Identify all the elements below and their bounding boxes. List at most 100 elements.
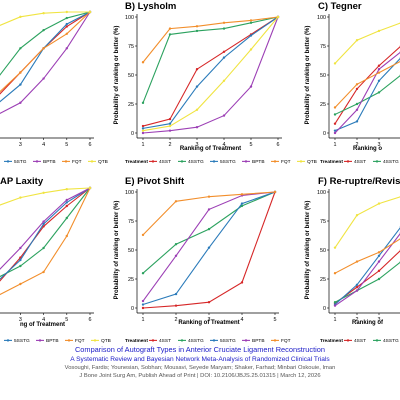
data-point-QTB <box>377 202 381 205</box>
data-point-4SSTG <box>377 91 381 94</box>
data-point-5SSTG <box>377 254 381 257</box>
y-tick-label: 75 <box>128 219 134 225</box>
caption-authors: Vosoughi, Fardis; Younesian, Sobhan; Mou… <box>64 365 336 371</box>
data-point-FQT <box>42 47 45 50</box>
data-point-QTB <box>168 124 172 128</box>
data-point-4SST <box>195 68 199 71</box>
legend-key-point <box>93 339 97 342</box>
legend-label: FQT <box>281 338 291 344</box>
data-point-FQT <box>377 251 381 254</box>
data-point-5SSTG <box>168 122 172 125</box>
legend-key-point <box>212 339 216 342</box>
data-point-5SSTG <box>333 129 337 132</box>
x-tick-label: 3 <box>378 142 381 148</box>
x-tick-label: 5 <box>274 317 277 323</box>
y-tick-label: 25 <box>320 102 326 108</box>
legend-key-point <box>151 339 155 342</box>
data-point-4SSTG <box>19 47 22 50</box>
data-point-BPTB <box>65 47 69 50</box>
legend-key-point <box>212 160 216 163</box>
y-axis-label: Probability of ranking or better (%) <box>305 26 311 125</box>
y-tick-label: 100 <box>317 190 326 196</box>
legend-label: 5SSTG <box>14 338 30 344</box>
series-line-4SSTG <box>0 11 91 76</box>
data-point-BPTB <box>168 129 172 132</box>
data-point-BPTB <box>141 131 145 135</box>
data-point-4SSTG <box>19 264 22 268</box>
legend-label: 4SSTG <box>383 338 399 344</box>
chart-panel-1: 3 4 5 6 5STG BPTB FQT QTB <box>0 10 108 165</box>
series-line-BPTB <box>0 11 91 115</box>
series-line-BPTB <box>0 187 91 270</box>
data-point-4SSTG <box>222 27 226 30</box>
data-point-5SSTG <box>65 22 69 26</box>
series-line-FQT <box>334 238 400 274</box>
data-point-5SSTG <box>249 34 253 37</box>
x-tick-label: 3 <box>19 317 22 323</box>
data-point-BPTB <box>42 220 45 223</box>
x-axis-label: Ranking of Treatment <box>180 146 241 152</box>
series-line-4SSTG <box>334 75 400 115</box>
legend-label: 5SSTG <box>220 159 236 165</box>
data-point-BPTB <box>65 198 69 202</box>
x-tick-label: 5 <box>65 142 68 148</box>
x-tick-label: 2 <box>175 317 178 323</box>
data-point-5SSTG <box>19 258 22 262</box>
series-line-QTB <box>334 22 400 64</box>
data-point-BPTB <box>141 299 145 303</box>
data-point-QTB <box>65 10 69 14</box>
series-group <box>333 195 400 307</box>
x-tick-label: 4 <box>223 142 226 148</box>
data-point-QTB <box>355 214 359 217</box>
x-tick-label: 5 <box>250 142 253 148</box>
y-axis-label: Probability of ranking or better (%) <box>114 26 120 125</box>
legend-title: Treatment <box>125 159 148 165</box>
y-tick-label: 25 <box>128 102 134 108</box>
chart-panel-4: 3 4 5 6 AP Laxity ng of Treatment 5SSTG BPTB FQT… <box>0 176 111 344</box>
data-point-BPTB <box>174 254 178 257</box>
series-line-4SST <box>142 16 279 127</box>
legend-label: FQT <box>72 159 82 165</box>
data-point-QTB <box>141 129 145 132</box>
data-point-5SSTG <box>355 120 359 123</box>
data-point-QTB <box>19 196 22 199</box>
legend-label: BPTB <box>46 338 59 344</box>
legend-key-point <box>346 160 350 163</box>
data-point-4SSTG <box>240 204 244 208</box>
y-tick-label: 50 <box>128 248 134 254</box>
data-point-QTB <box>377 29 381 33</box>
series-group <box>141 190 277 310</box>
data-point-QTB <box>222 79 226 83</box>
data-point-4SSTG <box>168 33 172 36</box>
chart-panel-5: 0 25 50 75 100 1 2 3 4 5 E) Pivot Shift Ranking of … <box>114 176 291 344</box>
data-point-FQT <box>195 25 199 28</box>
chart-panel-6: 0 25 50 75 100 1 2 3 F) Re-ruptre/Revision Rankin… <box>305 176 400 344</box>
data-point-4SST <box>141 306 145 310</box>
data-point-BPTB <box>377 68 381 71</box>
legend-label: 4SST <box>159 159 171 165</box>
data-point-FQT <box>19 71 22 74</box>
series-line-BPTB <box>334 51 400 134</box>
data-point-FQT <box>240 193 244 196</box>
legend-label: FQT <box>281 159 291 165</box>
legend-key-point <box>273 339 277 342</box>
series-line-FQT <box>334 60 400 108</box>
data-point-5SSTG <box>195 85 199 88</box>
data-point-FQT <box>333 106 337 109</box>
panel-title: AP Laxity <box>0 176 44 187</box>
chart-panel-3: 0 25 50 75 100 1 2 3 C) Tegner Ranking o Probabili… <box>305 1 400 165</box>
data-point-5SSTG <box>42 222 45 226</box>
x-tick-label: 1 <box>142 317 145 323</box>
y-tick-label: 0 <box>131 131 134 137</box>
series-line-FQT <box>142 16 279 63</box>
data-point-FQT <box>355 83 359 86</box>
data-point-5SSTG <box>222 56 226 59</box>
series-line-FQT <box>0 11 91 93</box>
legend-key-point <box>64 160 68 163</box>
x-tick-label: 1 <box>334 142 337 148</box>
legend-title: Treatment <box>320 159 343 165</box>
data-point-4SSTG <box>65 16 69 20</box>
legend-key-point <box>6 160 10 163</box>
y-tick-label: 75 <box>320 44 326 50</box>
data-point-4SSTG <box>174 243 178 246</box>
